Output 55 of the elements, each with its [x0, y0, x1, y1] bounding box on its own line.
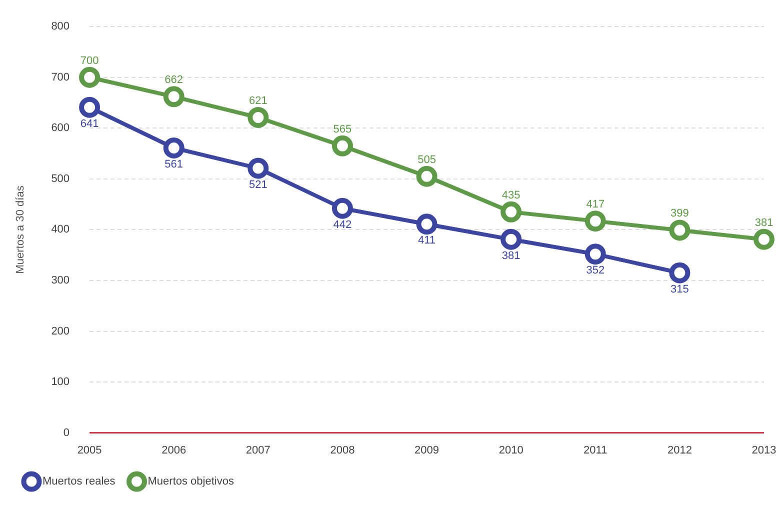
x-tick-label: 2010	[498, 444, 524, 456]
point	[332, 135, 353, 156]
point	[584, 244, 606, 265]
point	[248, 158, 269, 179]
y-tick-label: 300	[51, 274, 70, 287]
data-label: 641	[80, 118, 99, 130]
x-tick-label: 2013	[752, 444, 776, 456]
point	[332, 198, 353, 219]
y-tick-label: 0	[63, 426, 70, 439]
x-tick-label: 2007	[246, 444, 270, 456]
data-label: 411	[418, 234, 436, 247]
y-tick-label: 600	[51, 122, 70, 134]
data-label: 417	[586, 198, 605, 211]
point	[163, 86, 184, 108]
data-label: 435	[502, 189, 520, 202]
data-label: 621	[248, 95, 268, 108]
data-label: 315	[670, 283, 689, 296]
data-label: 561	[164, 158, 184, 170]
x-tick-label: 2011	[584, 444, 608, 456]
legend-label: Muertos reales	[42, 476, 116, 488]
y-tick-label: 700	[51, 71, 70, 84]
x-tick-label: 2012	[667, 444, 692, 456]
data-label: 662	[164, 74, 184, 86]
x-tick-label: 2009	[414, 444, 440, 456]
data-label: 700	[80, 54, 99, 67]
data-label: 352	[586, 264, 605, 277]
x-tick-label: 2006	[162, 444, 186, 456]
data-label: 399	[670, 208, 689, 220]
y-tick-label: 800	[51, 20, 70, 33]
point	[416, 214, 438, 235]
point	[754, 228, 774, 250]
y-tick-label: 400	[51, 224, 70, 236]
y-tick-label: 500	[51, 172, 70, 185]
data-label: 505	[418, 154, 436, 166]
point	[79, 96, 100, 118]
data-label: 381	[502, 250, 520, 262]
y-tick-label: 100	[51, 376, 70, 388]
y-tick-label: 200	[51, 325, 70, 338]
y-axis-title: Muertos a 30 días	[14, 185, 27, 274]
point	[248, 106, 269, 128]
point	[163, 137, 184, 158]
point	[79, 66, 100, 88]
x-tick-label: 2005	[77, 444, 102, 456]
point	[500, 228, 522, 250]
point	[669, 220, 690, 241]
data-label: 521	[248, 178, 268, 191]
data-label: 565	[333, 123, 352, 136]
data-label: 381	[754, 216, 774, 229]
legend-label: Muertos objetivos	[148, 476, 234, 488]
x-tick-label: 2008	[330, 444, 355, 456]
point	[669, 262, 690, 284]
point	[500, 201, 522, 222]
data-label: 442	[333, 218, 352, 231]
point	[584, 210, 606, 232]
point	[416, 166, 438, 187]
